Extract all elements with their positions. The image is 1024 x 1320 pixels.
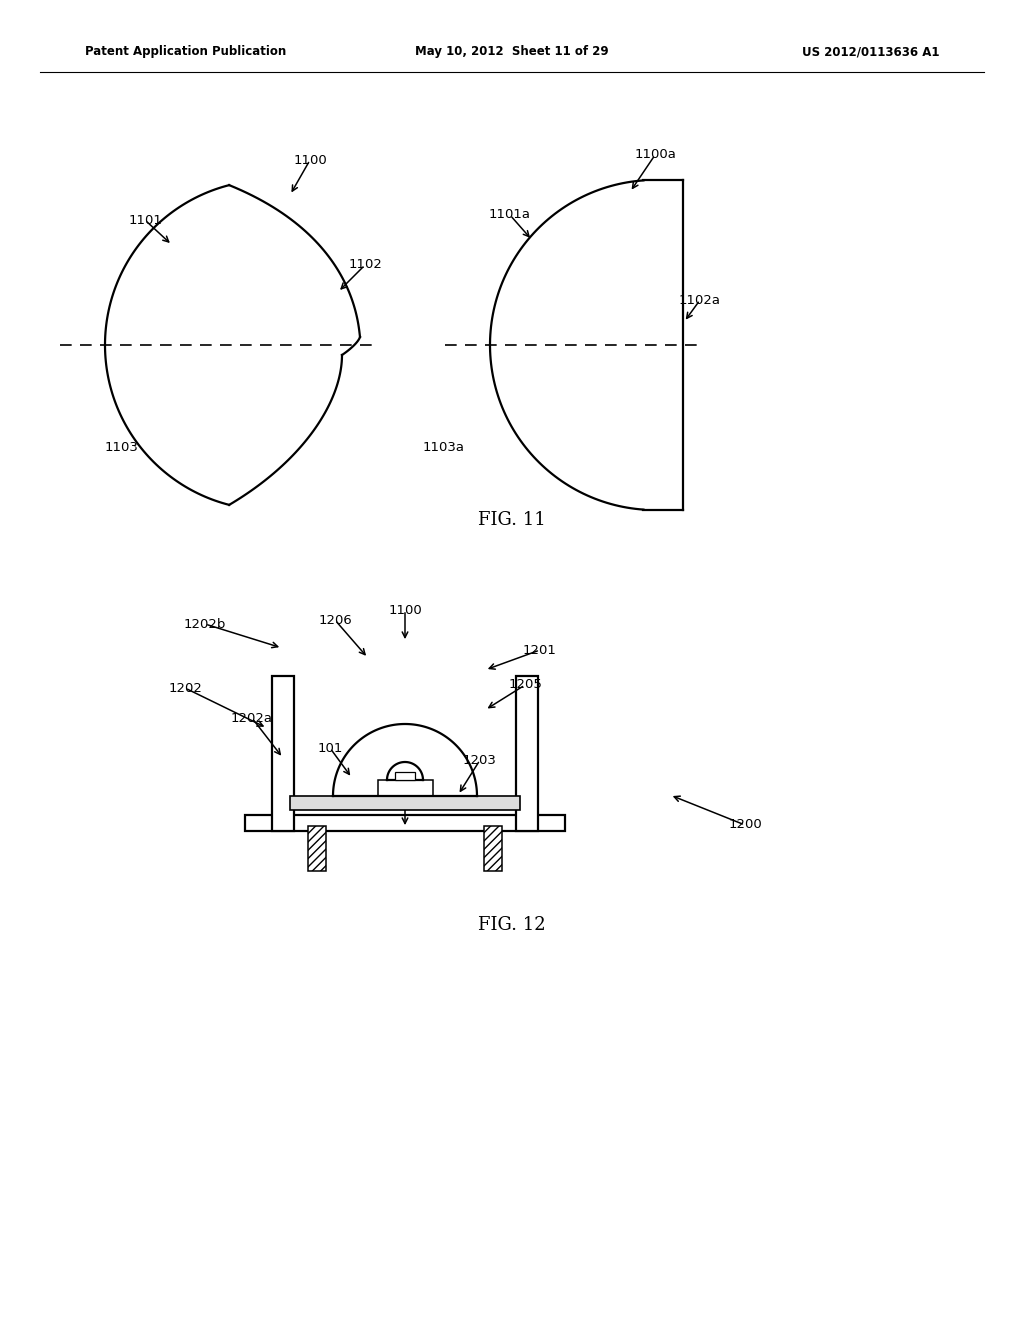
Text: 1101: 1101	[128, 214, 162, 227]
Text: 1202a: 1202a	[231, 711, 273, 725]
Text: 1102: 1102	[348, 259, 382, 272]
Text: 1103: 1103	[105, 441, 139, 454]
Bar	[290, 796, 520, 810]
Text: 1205: 1205	[508, 678, 542, 692]
Bar	[272, 676, 294, 832]
Text: 1100a: 1100a	[634, 149, 676, 161]
Text: FIG. 11: FIG. 11	[478, 511, 546, 529]
Text: 1201: 1201	[523, 644, 557, 656]
Bar	[245, 814, 565, 832]
Bar	[395, 772, 415, 780]
Text: 1202b: 1202b	[184, 618, 226, 631]
Text: 1202: 1202	[168, 681, 202, 694]
Text: 1204: 1204	[388, 788, 422, 801]
Text: 1100: 1100	[388, 603, 422, 616]
Text: 1200: 1200	[728, 818, 762, 832]
Bar	[378, 780, 432, 796]
Text: US 2012/0113636 A1: US 2012/0113636 A1	[802, 45, 939, 58]
Text: 1101a: 1101a	[489, 209, 531, 222]
Text: 1103a: 1103a	[423, 441, 465, 454]
Text: 1203: 1203	[463, 754, 497, 767]
Bar	[308, 826, 326, 871]
Text: 1100: 1100	[293, 153, 327, 166]
Text: FIG. 12: FIG. 12	[478, 916, 546, 935]
Text: May 10, 2012  Sheet 11 of 29: May 10, 2012 Sheet 11 of 29	[415, 45, 609, 58]
Bar	[516, 676, 538, 832]
Text: 1102a: 1102a	[679, 293, 721, 306]
Text: 1206: 1206	[318, 614, 352, 627]
Bar	[484, 826, 502, 871]
Text: 101: 101	[317, 742, 343, 755]
Text: Patent Application Publication: Patent Application Publication	[85, 45, 287, 58]
